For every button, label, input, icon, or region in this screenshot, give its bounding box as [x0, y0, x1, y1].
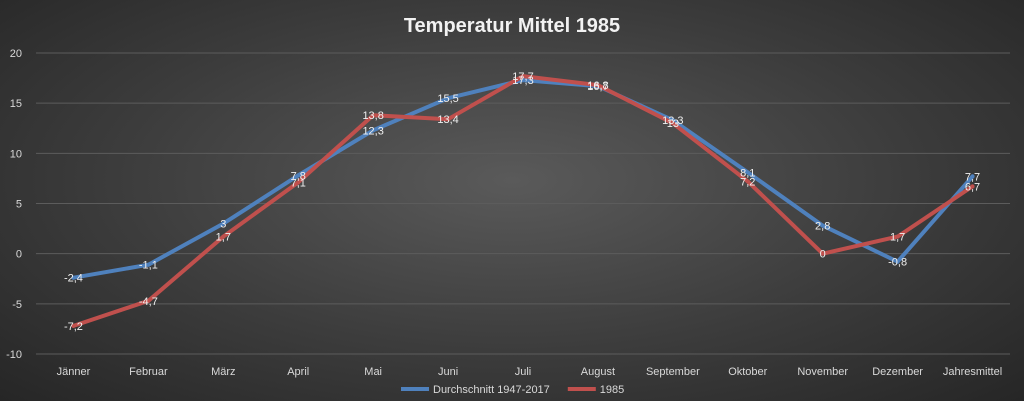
data-point	[296, 173, 301, 178]
data-point	[521, 78, 525, 83]
data-label: 1,7	[216, 232, 231, 244]
data-label: -0,8	[888, 257, 907, 269]
data-point	[670, 121, 675, 126]
y-tick-label: 20	[10, 48, 22, 60]
data-label: 17,7	[512, 71, 533, 83]
data-point	[820, 251, 825, 256]
data-label: -1,1	[139, 260, 158, 272]
data-label: 0	[820, 249, 826, 261]
data-point	[745, 170, 750, 175]
data-point	[895, 259, 900, 264]
x-tick-label: Oktober	[728, 366, 767, 378]
data-point	[521, 74, 525, 79]
x-axis-ticks: Jänner Februar März April Mai Juni Juli August S…	[57, 366, 1003, 378]
data-label: 13	[667, 118, 679, 130]
x-tick-label: Juli	[515, 366, 532, 378]
data-label: 7,7	[965, 171, 980, 183]
data-point	[221, 221, 226, 226]
chart-title: Temperatur Mittel 1985	[404, 15, 620, 37]
data-label: 7,1	[291, 177, 306, 189]
data-label: 1,7	[890, 232, 905, 244]
legend-label: Durchschnitt 1947-2017	[433, 384, 550, 396]
data-point	[970, 174, 975, 179]
data-point	[371, 128, 376, 133]
data-point	[371, 113, 376, 118]
data-label: 13,8	[362, 110, 383, 122]
data-point	[296, 180, 301, 185]
x-tick-label: April	[287, 366, 309, 378]
data-label: -2,4	[64, 273, 83, 285]
y-tick-label: 5	[16, 199, 22, 211]
x-tick-label: Jahresmittel	[943, 366, 1002, 378]
y-tick-label: -5	[12, 299, 22, 311]
data-label: 16,7	[587, 81, 608, 93]
legend-label: 1985	[600, 384, 624, 396]
data-point	[71, 275, 76, 280]
series-lines	[71, 74, 975, 328]
data-labels: -2,4 -1,1 3 7,8 12,3 15,5 17,3 16,7 13,3 8,1 2,8 -0…	[64, 71, 980, 333]
data-label: 13,3	[662, 115, 683, 127]
data-label: 12,3	[362, 125, 383, 137]
data-label: -4,7	[139, 296, 158, 308]
data-label: 13,4	[437, 114, 458, 126]
x-tick-label: Februar	[129, 366, 168, 378]
data-label: 6,7	[965, 181, 980, 193]
legend: Durchschnitt 1947-2017 1985	[401, 384, 624, 396]
data-label: 16,8	[587, 80, 608, 92]
x-tick-label: Mai	[364, 366, 382, 378]
x-tick-label: Juni	[438, 366, 458, 378]
y-tick-label: -10	[6, 349, 22, 361]
data-label: 15,5	[437, 93, 458, 105]
data-point	[221, 234, 226, 239]
x-tick-label: Dezember	[872, 366, 923, 378]
data-point	[146, 298, 151, 303]
x-tick-label: September	[646, 366, 700, 378]
data-point	[71, 323, 76, 328]
x-tick-label: Jänner	[57, 366, 91, 378]
x-tick-label: November	[797, 366, 848, 378]
data-label: 7,8	[291, 170, 306, 182]
data-point	[446, 117, 451, 122]
x-tick-label: März	[211, 366, 235, 378]
y-tick-label: 0	[16, 249, 22, 261]
gridlines	[36, 52, 1010, 355]
data-point	[446, 96, 451, 101]
data-label: 3	[220, 219, 226, 231]
y-tick-label: 15	[10, 98, 22, 110]
data-point	[745, 179, 750, 184]
x-tick-label: August	[581, 366, 615, 378]
data-label: -7,2	[64, 321, 83, 333]
data-label: 2,8	[815, 221, 830, 233]
data-point	[820, 223, 825, 228]
data-point	[970, 184, 975, 189]
data-label: 17,3	[512, 75, 533, 87]
data-point	[146, 262, 151, 267]
series-line-2	[71, 74, 975, 328]
y-tick-label: 10	[10, 148, 22, 160]
data-point	[895, 234, 900, 239]
data-point	[595, 83, 600, 88]
data-label: 8,1	[740, 167, 755, 179]
data-label: 7,2	[740, 176, 755, 188]
y-axis-ticks: -10 -5 0 5 10 15 20	[6, 48, 22, 361]
